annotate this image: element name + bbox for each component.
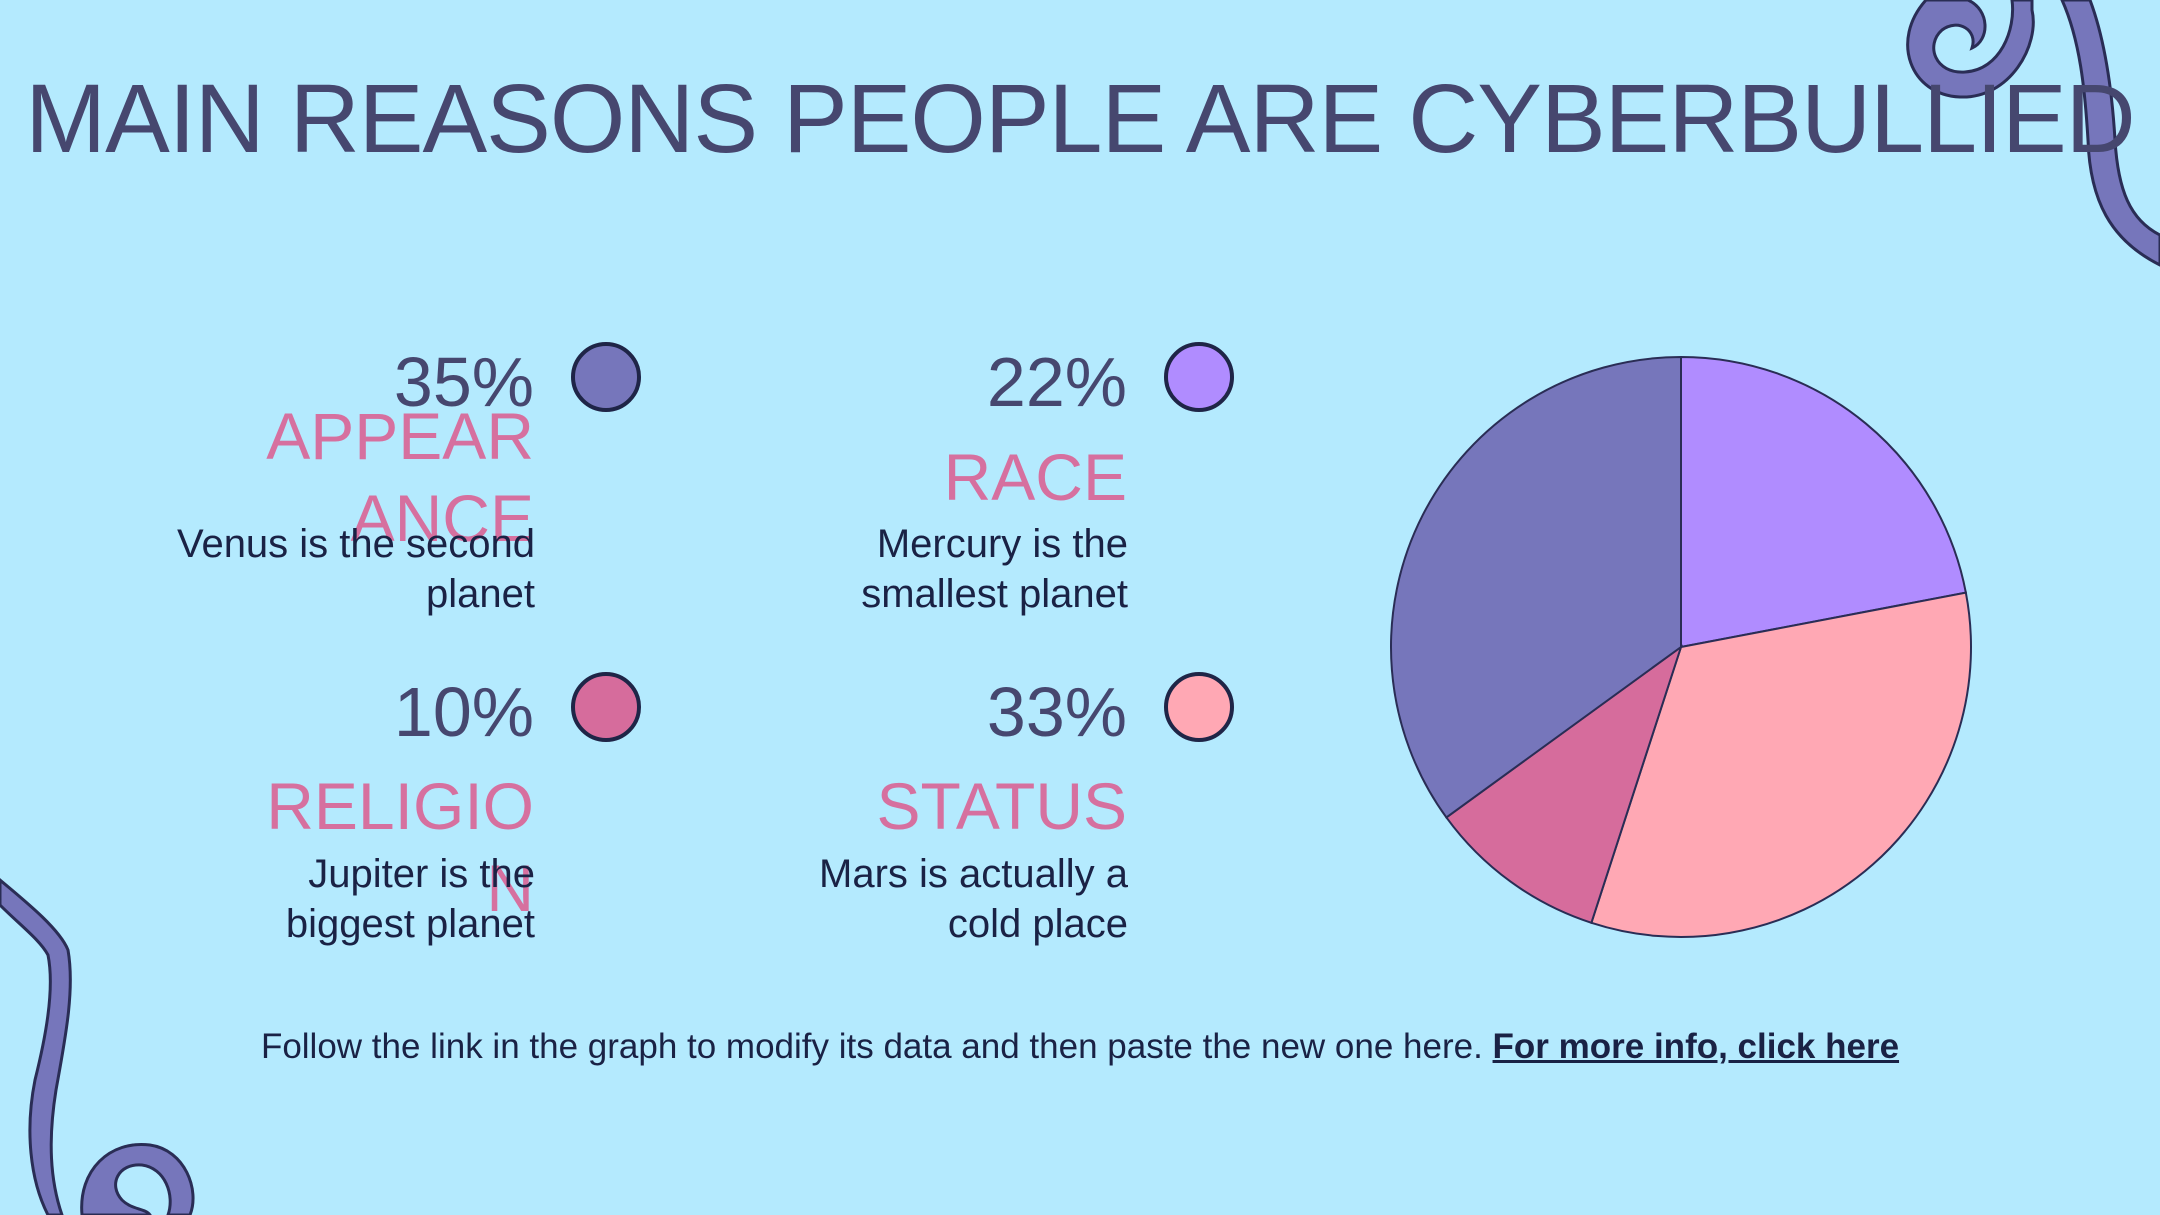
description-religion: Jupiter is the biggest planet: [285, 852, 535, 946]
label-race: RACE: [943, 440, 1127, 514]
percent-appearance: 35%: [393, 343, 534, 421]
description-appearance: Venus is the second planet: [176, 522, 535, 616]
description-status: Mars is actually a cold place: [819, 852, 1128, 946]
pie-slice-race[interactable]: [1680, 355, 1968, 649]
percent-race: 22%: [986, 343, 1127, 421]
more-info-link[interactable]: For more info, click here: [1492, 1027, 1900, 1066]
swirl-bottom-left-curl: [80, 1142, 195, 1215]
label-religion: RELIGION: [266, 769, 534, 925]
pie-slice-status[interactable]: [1590, 591, 1972, 938]
legend-dot-appearance: [571, 342, 641, 412]
page-title: MAIN REASONS PEOPLE ARE CYBERBULLIED: [25, 64, 2135, 173]
percent-status: 33%: [986, 673, 1127, 751]
label-status: STATUS: [876, 769, 1127, 843]
swirl-top-right: [1906, 0, 2035, 99]
description-race: Mercury is the smallest planet: [861, 522, 1128, 616]
footer-text: Follow the link in the graph to modify i…: [260, 1027, 1483, 1066]
label-appearance: APPEARANCE: [266, 399, 534, 555]
legend-dot-race: [1164, 342, 1234, 412]
footer-note: Follow the link in the graph to modify i…: [0, 1022, 2160, 1072]
pie-slice-appearance[interactable]: [1390, 355, 1682, 819]
legend-dot-status: [1164, 672, 1234, 742]
percent-religion: 10%: [393, 673, 534, 751]
pie-chart[interactable]: [1386, 352, 1976, 942]
pie-slice-religion[interactable]: [1444, 644, 1683, 925]
legend-dot-religion: [571, 672, 641, 742]
